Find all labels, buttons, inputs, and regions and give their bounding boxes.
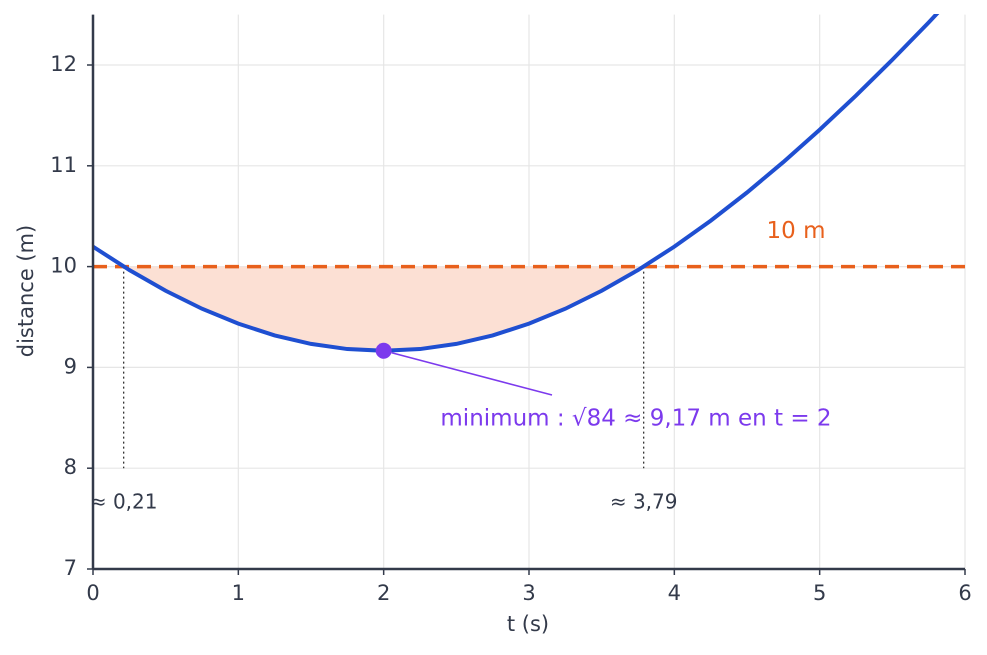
shaded-area [93, 266, 965, 351]
y-axis-label: distance (m) [14, 225, 38, 358]
y-tick-label: 9 [64, 354, 77, 378]
crossing-label: ≈ 3,79 [610, 490, 678, 514]
annotation-arrow [391, 351, 553, 396]
x-tick-label: 0 [86, 581, 99, 605]
x-tick-label: 1 [232, 581, 245, 605]
x-tick-label: 6 [958, 581, 971, 605]
minimum-point [375, 342, 392, 359]
crossing-label: ≈ 0,21 [90, 490, 158, 514]
y-tick-label: 7 [64, 556, 77, 580]
x-tick-label: 3 [522, 581, 535, 605]
x-tick-label: 2 [377, 581, 390, 605]
minimum-label: minimum : √84 ≈ 9,17 m en t = 2 [440, 406, 831, 432]
y-tick-label: 8 [64, 455, 77, 479]
y-tick-label: 10 [50, 254, 77, 278]
y-tick-label: 11 [50, 153, 77, 177]
threshold-label: 10 m [767, 218, 826, 244]
x-tick-label: 5 [813, 581, 826, 605]
x-axis-label: t (s) [507, 612, 549, 636]
y-tick-label: 12 [50, 52, 77, 76]
curve [93, 14, 940, 353]
x-tick-label: 4 [668, 581, 681, 605]
